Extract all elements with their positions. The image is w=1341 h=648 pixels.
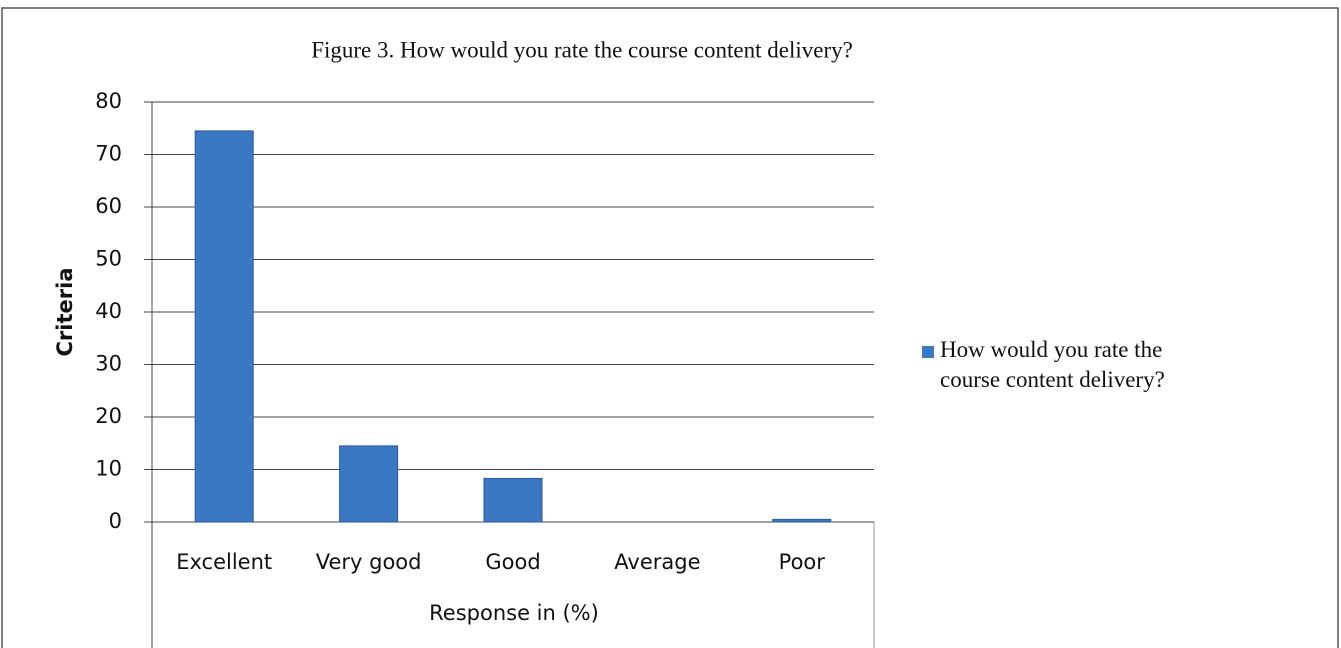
y-tick-label: 40: [95, 299, 122, 323]
y-tick-label: 50: [95, 247, 122, 271]
bar: [194, 130, 254, 523]
bar: [772, 518, 832, 523]
x-tick-label: Good: [485, 550, 540, 574]
x-tick-label: Very good: [316, 550, 422, 574]
legend-label: How would you rate the course content del…: [940, 337, 1165, 392]
bar: [339, 445, 399, 523]
x-tick-label: Excellent: [176, 550, 272, 574]
y-tick-label: 20: [95, 404, 122, 428]
y-tick-label: 70: [95, 142, 122, 166]
x-tick-label: Poor: [779, 550, 826, 574]
legend-swatch: [922, 346, 934, 358]
bar: [483, 477, 543, 523]
legend-label-line: How would you rate the: [940, 337, 1162, 362]
y-tick-label: 30: [95, 352, 122, 376]
x-axis-label: Response in (%): [429, 601, 599, 625]
y-tick-label: 60: [95, 194, 122, 218]
chart-frame: [1, 7, 1339, 648]
y-tick-label: 10: [95, 457, 122, 481]
y-tick-label: 0: [109, 509, 122, 533]
y-tick-label: 80: [95, 89, 122, 113]
chart-title: Figure 3. How would you rate the course …: [311, 37, 853, 62]
legend-label-line: course content delivery?: [940, 367, 1165, 392]
y-axis-label: Criteria: [53, 268, 77, 357]
x-tick-label: Average: [614, 550, 700, 574]
